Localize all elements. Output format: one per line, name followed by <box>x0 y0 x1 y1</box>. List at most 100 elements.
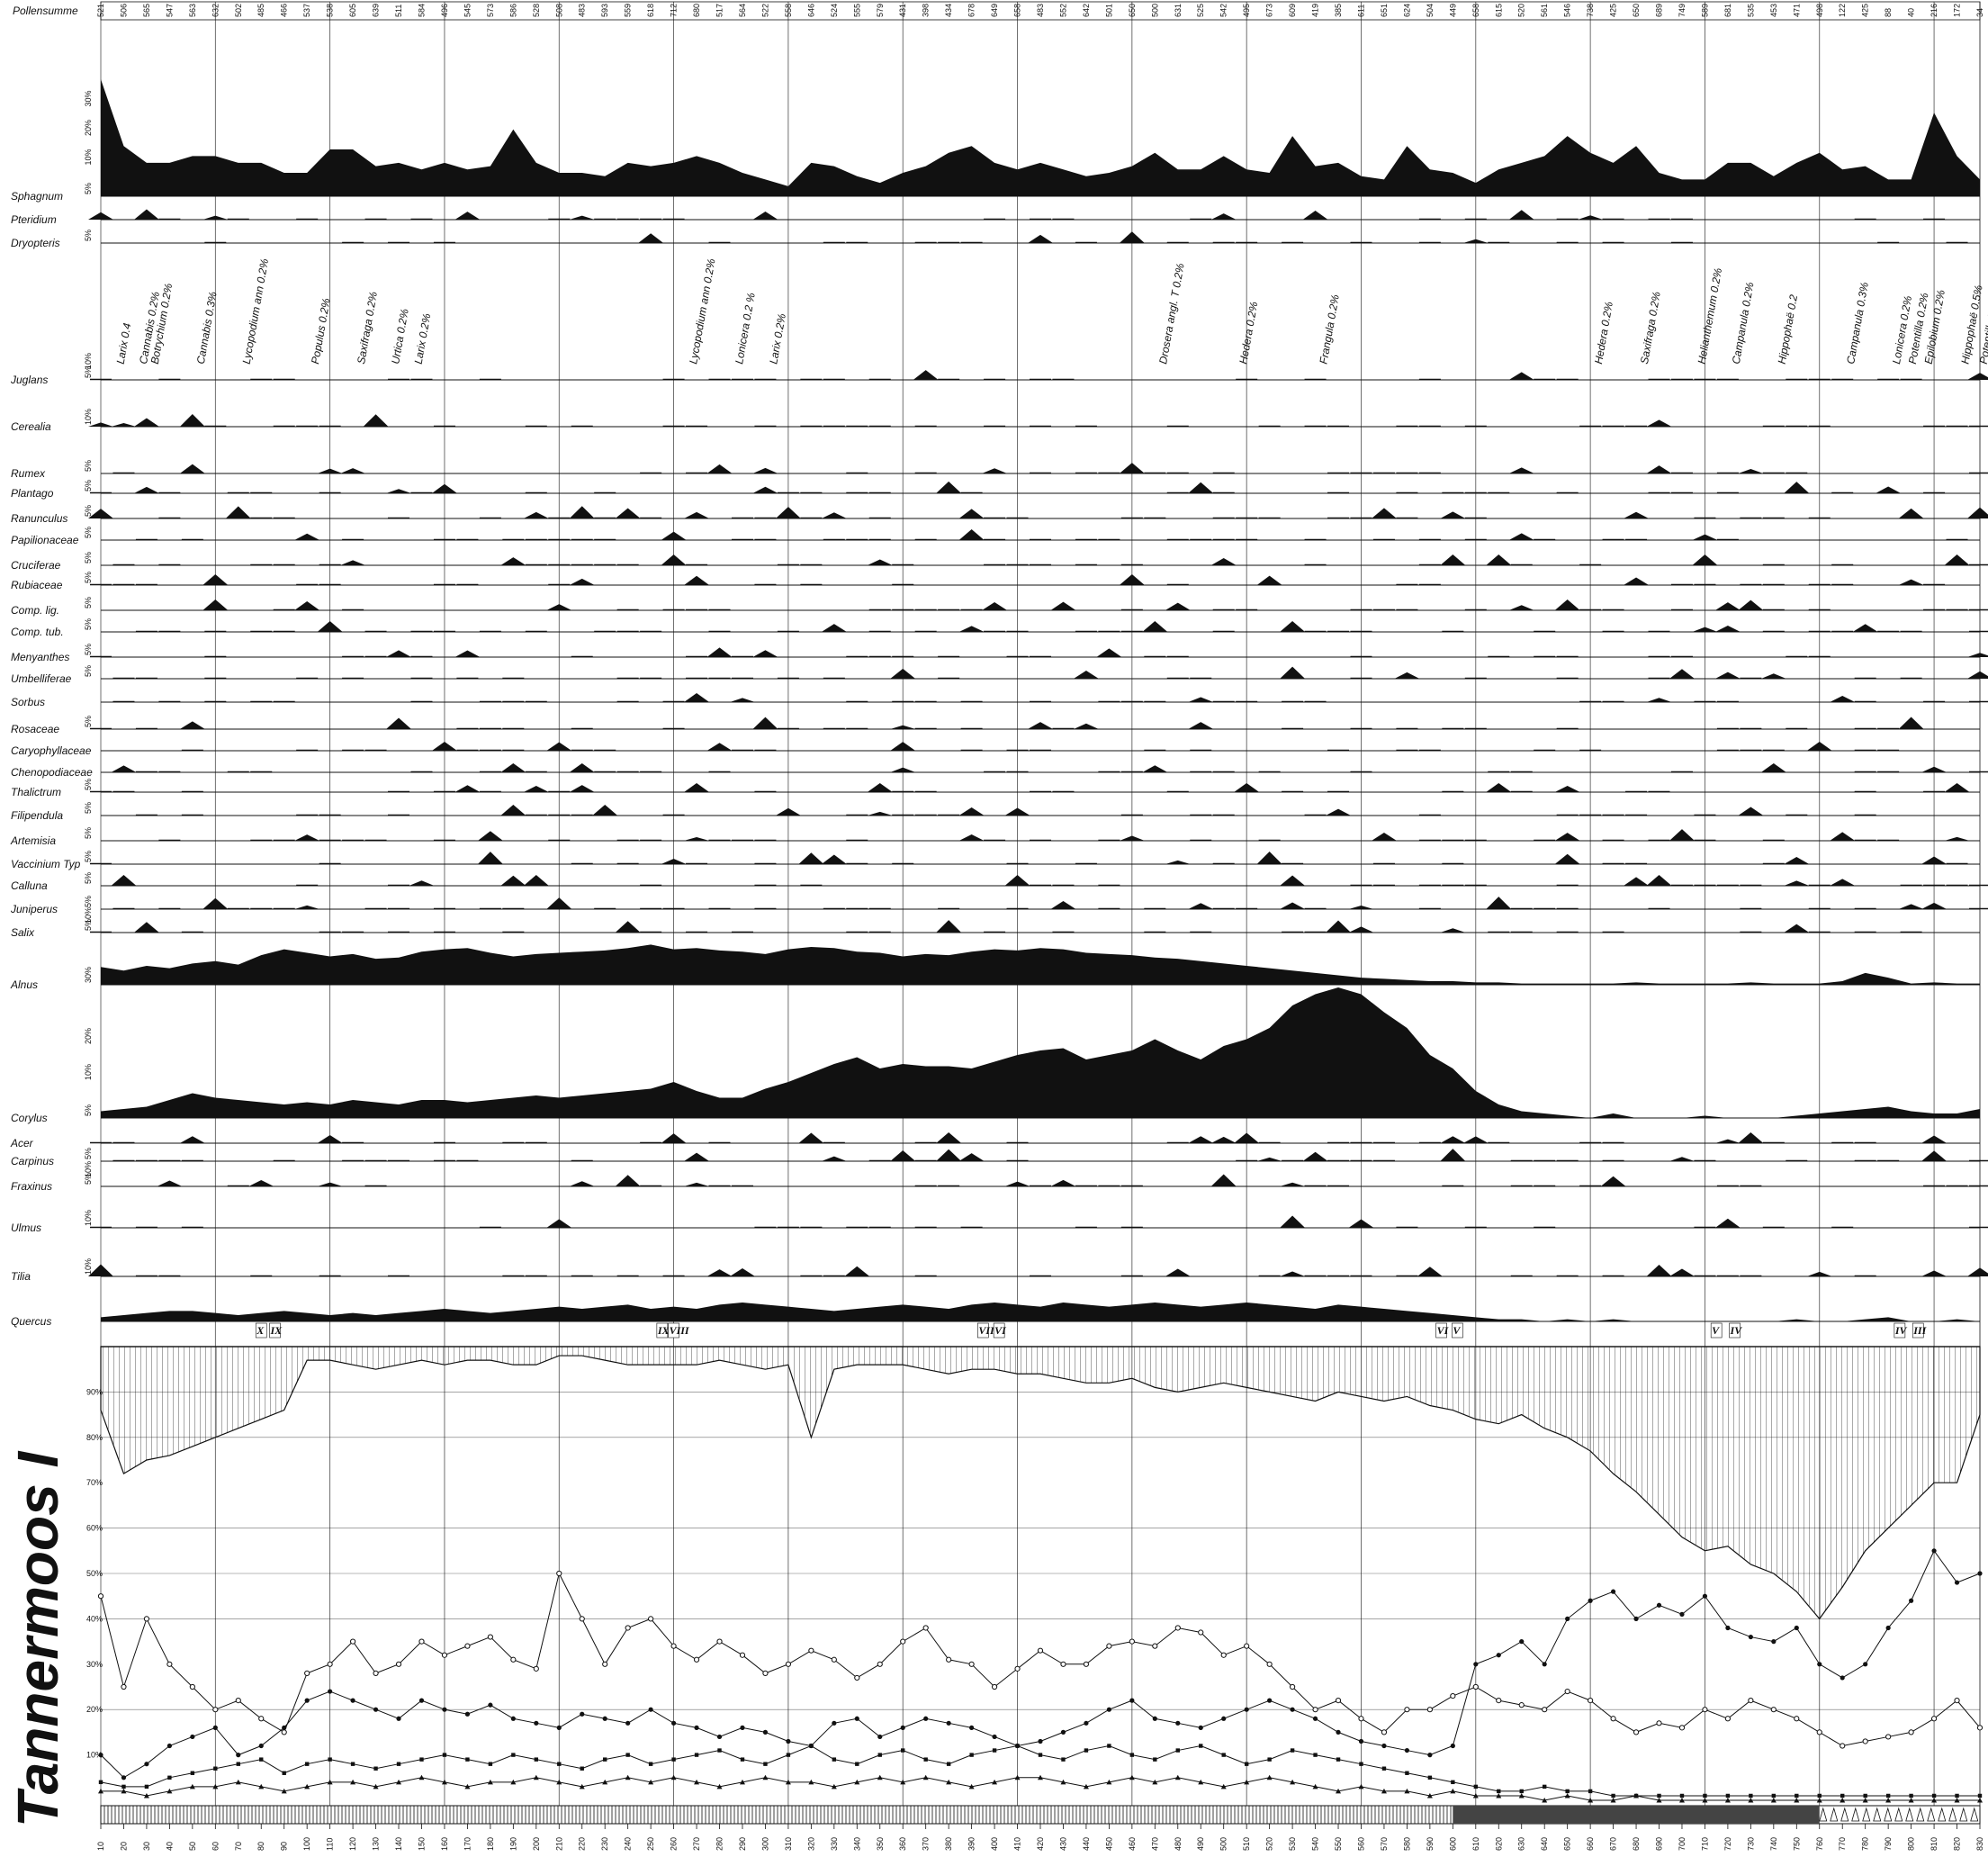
series-point <box>258 1716 265 1722</box>
curve-mark <box>615 921 641 933</box>
depth-label: 450 <box>1104 1837 1113 1851</box>
series-point <box>304 1762 310 1766</box>
curve-mark <box>798 852 824 864</box>
zone-label: IX <box>657 1324 670 1337</box>
series-point <box>1885 1625 1891 1631</box>
series-point <box>464 1711 471 1717</box>
series-point <box>832 1720 837 1726</box>
series-point <box>534 1757 539 1762</box>
curve-mark <box>661 858 687 864</box>
series-point <box>1106 1779 1112 1785</box>
series-point <box>1954 1698 1960 1704</box>
curve-mark <box>294 905 320 909</box>
lithology-sand <box>1959 1807 1968 1822</box>
curve-mark <box>1876 486 1902 493</box>
curve-mark <box>1921 1135 1948 1143</box>
curve-mark <box>958 1153 985 1161</box>
curve-mark <box>1967 671 1988 679</box>
series-point <box>488 1702 493 1708</box>
series-point <box>716 1638 723 1645</box>
curve-area <box>101 944 1980 985</box>
series-point <box>602 1779 608 1785</box>
series-point <box>98 1753 103 1758</box>
curve-mark <box>867 559 893 565</box>
curve-alnus: Alnus 30% <box>10 944 1980 991</box>
lithology-sand <box>1948 1807 1957 1822</box>
pollen-sum-value: 558 <box>784 4 793 17</box>
curve-mark <box>133 486 159 493</box>
pollen-sum-value: 681 <box>1723 4 1732 17</box>
depth-label: 530 <box>1288 1837 1297 1851</box>
series-point <box>1725 1793 1731 1798</box>
curve-comp-tub-: Comp. tub. 5% <box>11 618 1988 638</box>
pollen-sum-value: 658 <box>1013 4 1022 17</box>
ap-tick-label: 30% <box>86 1660 103 1669</box>
series-point <box>1930 1716 1938 1722</box>
lithology-sand <box>1938 1807 1947 1822</box>
curve-mark <box>1165 602 1191 610</box>
curve-mark <box>1967 507 1988 518</box>
series-point <box>1496 1653 1501 1658</box>
series-point <box>1977 1571 1983 1576</box>
curve-juglans: Juglans 5%10% <box>10 353 1988 386</box>
curve-mark <box>913 370 939 380</box>
pollen-sum-value: 565 <box>142 4 151 17</box>
series-point <box>1037 1647 1044 1654</box>
depth-label: 20 <box>119 1842 128 1851</box>
curve-mark <box>340 468 366 473</box>
depth-label: 780 <box>1861 1837 1870 1851</box>
curve-mark <box>1738 469 1764 473</box>
curve-mark <box>1944 783 1970 792</box>
curve-comp-lig-: Comp. lig. 5% <box>11 597 1988 617</box>
depth-label: 250 <box>646 1837 655 1851</box>
curve-scale-tick: 5% <box>84 827 93 839</box>
curve-mark <box>1646 875 1672 886</box>
curve-calluna: Calluna 5% <box>11 872 1988 892</box>
series-point <box>1038 1753 1043 1757</box>
zone-box <box>668 1322 679 1339</box>
series-point <box>991 1683 998 1690</box>
depth-label: 120 <box>348 1837 357 1851</box>
series-point <box>1266 1661 1273 1667</box>
depth-label: 640 <box>1540 1837 1549 1851</box>
pollen-sum-value: 642 <box>1082 4 1091 17</box>
curve-mark <box>1784 880 1810 886</box>
zone-label: IV <box>1894 1324 1908 1337</box>
series-point <box>1656 1602 1662 1608</box>
lithology-sand <box>1970 1807 1979 1822</box>
curve-mark <box>1692 554 1718 565</box>
curve-mark <box>867 811 893 816</box>
series-point <box>1908 1798 1914 1803</box>
series-point <box>1358 1716 1364 1722</box>
curve-papilionaceae: Papilionaceae 5% <box>11 527 1980 546</box>
pollen-sum-value: 689 <box>1655 4 1664 17</box>
series-point <box>1795 1793 1799 1798</box>
curve-mark <box>1004 807 1030 816</box>
curve-mark <box>1624 511 1650 518</box>
series-point <box>98 1780 103 1785</box>
curve-cerealia: Cerealia 10% <box>11 409 1988 433</box>
rare-taxon-note: Lonicera 0.2 % <box>733 292 758 365</box>
lithology-sand <box>1851 1807 1860 1822</box>
curve-scale-tick: 5% <box>84 572 93 583</box>
taxon-label: Rumex <box>11 467 46 480</box>
series-point <box>809 1744 814 1748</box>
series-point <box>1358 1783 1364 1789</box>
series-point <box>1381 1729 1388 1735</box>
series-point <box>1542 1798 1548 1803</box>
series-point <box>190 1771 195 1775</box>
series-point <box>648 1762 653 1766</box>
curve-mark <box>1714 672 1741 679</box>
series-point <box>121 1683 127 1690</box>
curve-acer: Acer <box>10 1132 1980 1149</box>
series-point <box>1290 1707 1295 1712</box>
curve-mark <box>88 1264 113 1276</box>
pollen-sum-value: 535 <box>1746 4 1755 17</box>
series-point <box>1267 1698 1273 1703</box>
rare-taxon-note: Helianthemum 0.2% <box>1696 266 1725 365</box>
curve-area <box>101 987 1980 1118</box>
series-point <box>328 1757 332 1762</box>
pollen-sum-value: 511 <box>394 5 403 17</box>
series-point <box>1426 1707 1433 1713</box>
